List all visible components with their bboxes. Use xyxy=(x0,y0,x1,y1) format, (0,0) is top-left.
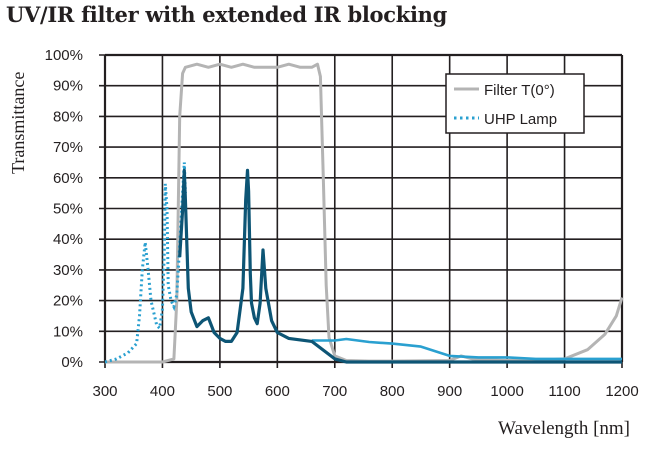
y-tick-label: 70% xyxy=(53,139,83,156)
x-tick-label: 300 xyxy=(92,383,117,400)
chart-title: UV/IR filter with extended IR blocking xyxy=(6,2,447,27)
x-tick-label: 1100 xyxy=(548,383,580,400)
x-tick-label: 900 xyxy=(437,383,462,400)
y-tick-label: 0% xyxy=(61,354,83,371)
x-axis-label: Wavelength [nm] xyxy=(498,418,630,439)
y-tick-label: 20% xyxy=(53,293,83,310)
y-tick-label: 30% xyxy=(53,262,83,279)
legend-filter-label: Filter T(0°) xyxy=(484,82,555,99)
x-tick-label: 1000 xyxy=(490,383,523,400)
legend-lamp-label: UHP Lamp xyxy=(484,111,557,128)
y-tick-label: 90% xyxy=(53,78,83,95)
x-tick-label: 800 xyxy=(380,383,405,400)
y-tick-label: 40% xyxy=(53,231,83,248)
y-tick-label: 10% xyxy=(53,323,83,340)
y-tick-label: 50% xyxy=(53,201,83,218)
data-series xyxy=(104,62,624,364)
y-tick-label: 100% xyxy=(45,47,83,64)
x-tick-label: 700 xyxy=(322,383,347,400)
x-tick-label: 600 xyxy=(265,383,290,400)
lamp-transmitted-curve xyxy=(178,168,622,364)
lamp-curve-ir xyxy=(311,337,622,361)
y-tick-label: 60% xyxy=(53,170,83,187)
x-tick-label: 500 xyxy=(207,383,232,400)
legend: Filter T(0°) UHP Lamp xyxy=(445,73,585,134)
axis-ticks: 300 400 500 600 700 800 900 1000 1100 1200 0% 10% 20… xyxy=(45,47,639,400)
lamp-curve-dotted xyxy=(104,162,187,364)
x-tick-label: 400 xyxy=(150,383,175,400)
y-tick-label: 80% xyxy=(53,108,83,125)
x-tick-label: 1200 xyxy=(605,383,638,400)
